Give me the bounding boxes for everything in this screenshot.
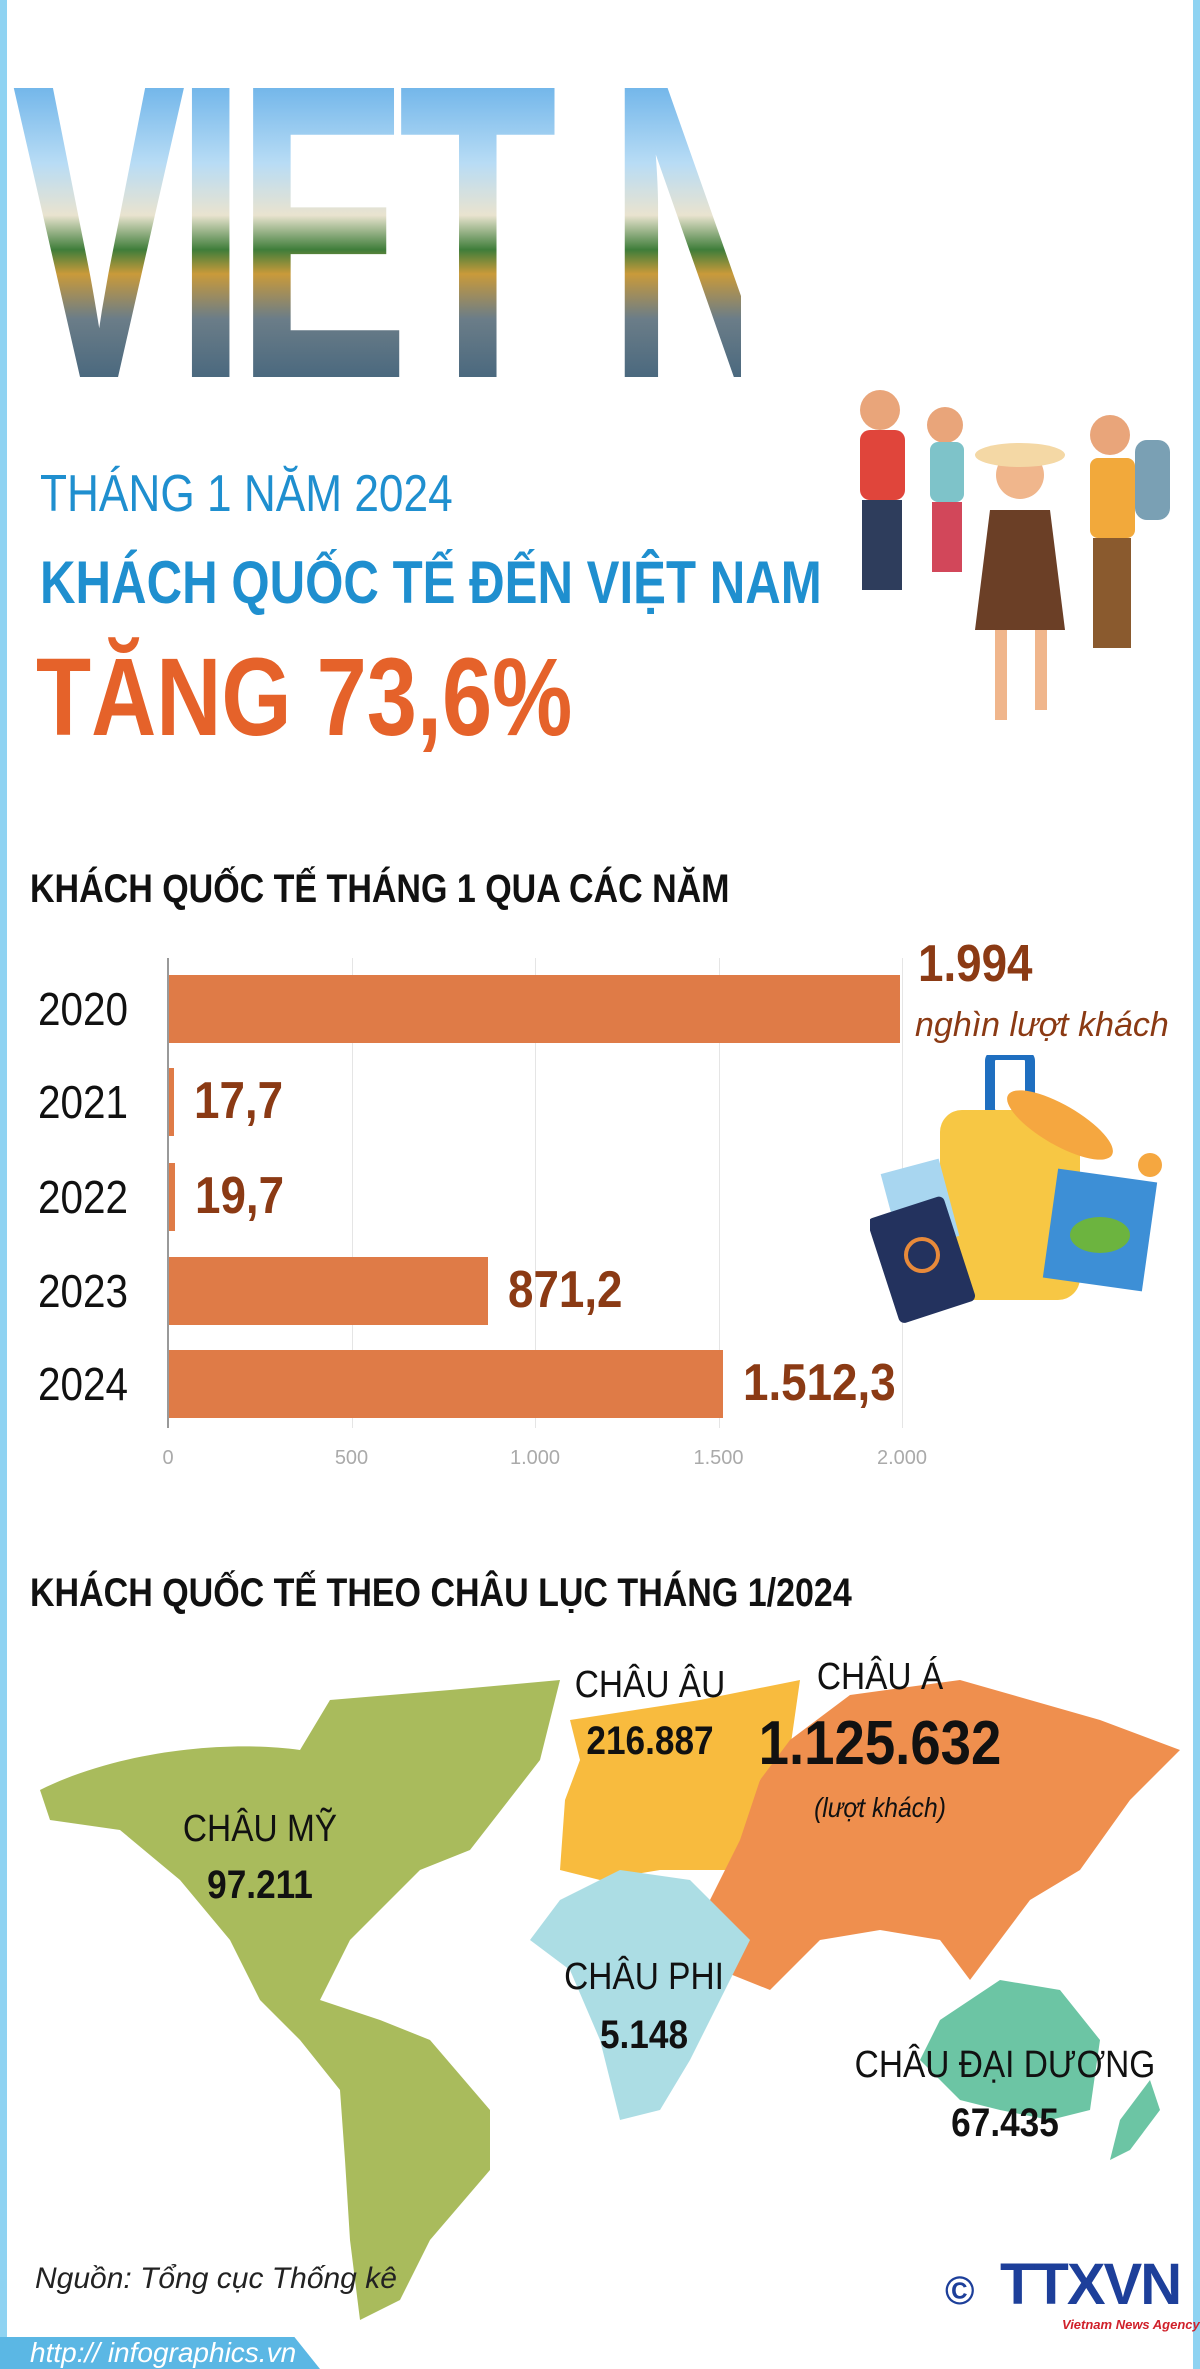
bar-chart-title: KHÁCH QUỐC TẾ THÁNG 1 QUA CÁC NĂM: [30, 867, 730, 911]
world-map: [40, 1680, 1180, 2320]
europe-value: 216.887: [586, 1719, 714, 1763]
bar-2023: [168, 1257, 488, 1325]
ttxvn-logo: TTXVN: [1000, 2252, 1182, 2317]
headline-subject: KHÁCH QUỐC TẾ ĐẾN VIỆT NAM: [40, 549, 822, 616]
headline-date: THÁNG 1 NĂM 2024: [40, 465, 453, 523]
region-asia: [710, 1680, 1180, 1990]
x-tick-label: 1.000: [509, 1447, 561, 1469]
value-label: 17,7: [194, 1072, 284, 1130]
gridline: [535, 958, 536, 1428]
oceania-value: 67.435: [951, 2101, 1059, 2145]
value-label: 871,2: [507, 1261, 623, 1319]
asia-unit-note: (lượt khách): [814, 1792, 946, 1823]
x-tick-label: 2.000: [876, 1447, 928, 1469]
gridline: [718, 958, 720, 1428]
source-note: Nguồn: Tổng cục Thống kê: [35, 2262, 397, 2295]
region-oceania: [920, 1980, 1160, 2160]
europe-label: CHÂU ÂU: [574, 1664, 726, 1706]
year-label: 2021: [38, 1076, 129, 1128]
year-label: 2020: [38, 983, 129, 1035]
year-label: 2024: [38, 1358, 129, 1410]
x-tick-label: 0: [162, 1447, 174, 1469]
region-america: [40, 1680, 560, 2320]
gridline: [351, 958, 353, 1428]
map-title: KHÁCH QUỐC TẾ THEO CHÂU LỤC THÁNG 1/2024: [30, 1571, 852, 1615]
tourists-illustration: [860, 390, 1170, 720]
oceania-label: CHÂU ĐẠI DƯƠNG: [854, 2044, 1156, 2086]
africa-value: 5.148: [599, 2013, 689, 2057]
region-europe: [560, 1680, 800, 1880]
copyright-icon: ©: [945, 2269, 975, 2313]
africa-label: CHÂU PHI: [564, 1956, 724, 1998]
footer-url[interactable]: http:// infographics.vn: [30, 2337, 297, 2368]
value-label: 1.994: [917, 935, 1033, 993]
year-label: 2022: [38, 1171, 129, 1223]
bar-2021: [168, 1068, 175, 1136]
bar-2024: [168, 1350, 723, 1418]
asia-label: CHÂU Á: [816, 1656, 944, 1698]
footer-band: [0, 2337, 320, 2369]
hero-title: VIET NAM: [12, 0, 1178, 467]
year-label: 2023: [38, 1265, 129, 1317]
america-value: 97.211: [207, 1863, 313, 1907]
unit-label: nghìn lượt khách: [915, 1006, 1169, 1044]
america-label: CHÂU MỸ: [182, 1808, 338, 1850]
region-africa: [530, 1870, 750, 2120]
bar-2020: [168, 975, 900, 1043]
luggage-illustration: [870, 1055, 1162, 1323]
asia-value: 1.125.632: [758, 1709, 1002, 1778]
value-label: 1.512,3: [743, 1354, 896, 1412]
y-axis-line: [167, 958, 169, 1428]
ttxvn-logo-sub: Vietnam News Agency: [1062, 2317, 1200, 2332]
x-tick-label: 1.500: [693, 1447, 744, 1469]
value-label: 19,7: [195, 1167, 285, 1225]
bar-2022: [168, 1163, 176, 1231]
headline-growth: TĂNG 73,6%: [36, 636, 573, 759]
x-tick-label: 500: [334, 1447, 369, 1469]
